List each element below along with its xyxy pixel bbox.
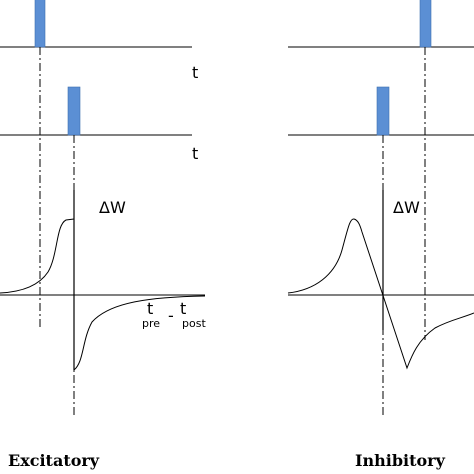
inhibitory-panel: ΔW Inhibitory xyxy=(287,0,474,470)
excitatory-caption: Excitatory xyxy=(8,451,100,470)
minus-sign: - xyxy=(168,306,174,325)
pre-subscript: pre xyxy=(142,317,160,330)
time-label-post-left: t xyxy=(192,144,198,163)
t-pre-symbol: t xyxy=(147,299,153,318)
time-difference-label: t pre - t post xyxy=(142,299,206,330)
pre-spike-bar-right xyxy=(419,0,432,48)
excitatory-panel: t t ΔW t pre - t post Excitatory xyxy=(0,0,206,470)
stdp-curve-inhibitory xyxy=(287,218,474,370)
delta-w-label-right: ΔW xyxy=(393,198,420,217)
stdp-curve-excitatory xyxy=(0,218,206,371)
time-label-pre-left: t xyxy=(192,63,198,82)
inhibitory-caption: Inhibitory xyxy=(355,451,446,470)
post-spike-bar-right xyxy=(376,86,390,136)
pre-spike-bar-left xyxy=(34,0,46,48)
post-subscript: post xyxy=(182,317,206,330)
post-spike-bar-left xyxy=(67,86,81,136)
t-post-symbol: t xyxy=(180,299,186,318)
delta-w-label-left: ΔW xyxy=(99,198,126,217)
